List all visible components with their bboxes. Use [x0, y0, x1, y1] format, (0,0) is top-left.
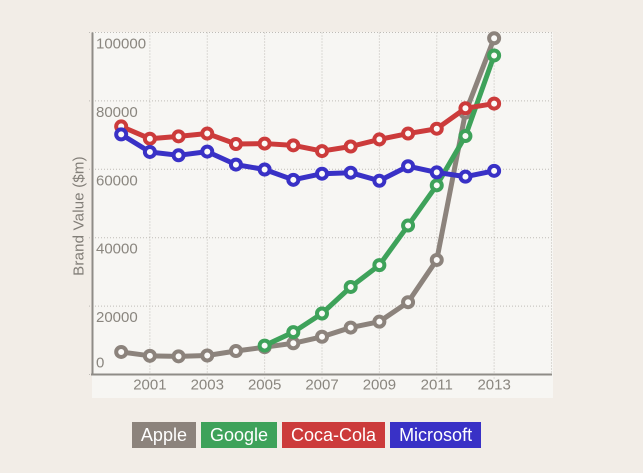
- y-axis-title: Brand Value ($m): [70, 156, 88, 276]
- series-marker-microsoft: [200, 144, 215, 159]
- x-tick-label: 2009: [363, 377, 396, 394]
- series-marker-apple: [142, 348, 157, 363]
- series-line-apple: [118, 35, 497, 359]
- series-marker-google: [286, 325, 301, 340]
- series-marker-coca-cola: [372, 132, 387, 147]
- legend: Apple Google Coca-Cola Microsoft: [0, 422, 628, 448]
- x-tick-label: 2005: [248, 377, 281, 394]
- series-marker-microsoft: [142, 144, 157, 159]
- legend-item-google[interactable]: Google: [200, 422, 278, 448]
- series-marker-google: [343, 279, 358, 294]
- series-marker-microsoft: [429, 165, 444, 180]
- series-marker-apple: [315, 329, 329, 344]
- series-marker-apple: [429, 252, 444, 267]
- series-marker-microsoft: [257, 162, 272, 177]
- series-marker-google: [372, 258, 387, 273]
- series-marker-coca-cola: [315, 144, 329, 159]
- series-marker-coca-cola: [401, 126, 416, 141]
- series-marker-apple: [228, 344, 243, 359]
- series-marker-microsoft: [228, 157, 243, 172]
- y-tick-label: 80000: [96, 104, 138, 121]
- series-marker-microsoft: [171, 148, 186, 163]
- series-marker-apple: [200, 348, 215, 363]
- x-tick-label: 2013: [477, 377, 510, 394]
- y-tick-label: 40000: [96, 241, 138, 258]
- series-marker-coca-cola: [228, 137, 243, 152]
- series-marker-google: [487, 48, 502, 63]
- series-marker-apple: [114, 344, 129, 359]
- x-tick-label: 2007: [305, 377, 338, 394]
- y-tick-label: 100000: [96, 36, 146, 53]
- series-marker-google: [458, 129, 473, 144]
- series-marker-coca-cola: [458, 101, 473, 116]
- series-marker-coca-cola: [171, 129, 186, 144]
- series-marker-google: [401, 218, 416, 233]
- series-marker-microsoft: [343, 165, 358, 180]
- x-tick-label: 2011: [421, 377, 453, 394]
- legend-item-coca-cola[interactable]: Coca-Cola: [282, 422, 386, 448]
- series-marker-apple: [372, 314, 387, 329]
- series-marker-apple: [286, 336, 301, 351]
- series-marker-google: [315, 306, 329, 321]
- series-marker-microsoft: [487, 163, 502, 178]
- series-marker-microsoft: [372, 173, 387, 188]
- series-marker-apple: [401, 295, 416, 310]
- series-marker-coca-cola: [429, 121, 444, 136]
- series-marker-apple: [487, 31, 502, 46]
- series-marker-apple: [171, 349, 186, 364]
- y-tick-label: 20000: [96, 309, 138, 326]
- series-marker-google: [429, 178, 444, 193]
- x-tick-label: 2001: [133, 377, 166, 394]
- series-marker-microsoft: [458, 169, 473, 184]
- series-marker-microsoft: [114, 127, 129, 142]
- y-tick-label: 60000: [96, 172, 138, 189]
- series-marker-coca-cola: [142, 131, 157, 146]
- series-marker-microsoft: [286, 172, 301, 187]
- series-marker-apple: [343, 320, 358, 335]
- series-marker-coca-cola: [286, 138, 301, 153]
- legend-item-apple[interactable]: Apple: [131, 422, 196, 448]
- series-marker-microsoft: [401, 159, 416, 174]
- y-tick-label: 0: [96, 355, 104, 372]
- series-marker-google: [257, 338, 272, 353]
- series-marker-coca-cola: [343, 139, 358, 154]
- x-tick-label: 2003: [191, 377, 224, 394]
- series-marker-coca-cola: [257, 136, 272, 151]
- series-marker-coca-cola: [487, 96, 502, 111]
- legend-item-microsoft[interactable]: Microsoft: [390, 422, 482, 448]
- series-marker-coca-cola: [200, 126, 215, 141]
- series-marker-microsoft: [315, 166, 329, 181]
